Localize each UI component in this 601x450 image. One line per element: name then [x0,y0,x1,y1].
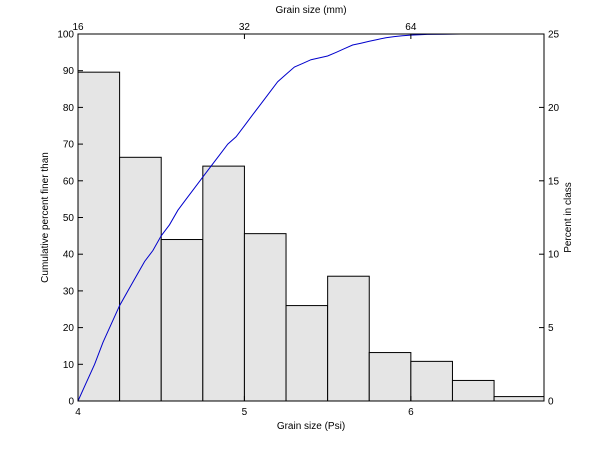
y-right-tick-label: 20 [548,103,560,114]
x-top-tick-label: 16 [72,22,84,33]
histogram-bar [451,379,495,402]
x-axis-bottom-title: Grain size (Psi) [277,421,345,432]
x-bottom-tick-label: 5 [242,407,248,418]
y-left-tick-label: 10 [63,360,75,371]
y-left-tick-label: 0 [68,397,74,408]
histogram-bar [285,305,329,402]
y-left-tick-label: 100 [57,30,74,41]
histogram-bar [368,352,412,402]
y-left-tick-label: 70 [63,140,75,151]
y-left-tick-label: 90 [63,66,75,77]
axis-ticks: 0 10 20 30 40 50 60 70 80 90 100 0 5 10 15 20 25 4 5 6 16 32 6… [57,22,559,418]
y-left-tick-label: 80 [63,103,75,114]
histogram-bar [327,275,370,402]
y-right-tick-label: 10 [548,250,560,261]
x-bottom-tick-label: 4 [75,407,81,418]
y-left-tick-label: 50 [63,213,75,224]
cumulative-curve-layer [77,33,503,402]
histogram-bar [77,71,121,402]
histogram-bar [243,233,287,402]
x-top-tick-label: 32 [239,22,251,33]
histogram-bar [410,360,453,402]
y-right-tick-label: 25 [548,30,560,41]
y-left-tick-label: 60 [63,176,75,187]
y-left-tick-label: 20 [63,323,75,334]
y-right-tick-label: 5 [548,323,554,334]
histogram-bar [160,239,204,402]
y-axis-right-title: Percent in class [563,182,574,253]
histogram-bar [493,396,545,402]
histogram-bar [202,165,245,402]
x-axis-top-title: Grain size (mm) [275,5,346,16]
y-right-tick-label: 0 [548,397,554,408]
y-right-tick-label: 15 [548,176,560,187]
x-top-tick-label: 64 [405,22,417,33]
y-left-tick-label: 40 [63,250,75,261]
histogram-bars [77,71,545,402]
y-left-tick-label: 30 [63,286,75,297]
y-axis-left-title: Cumulative percent finer than [40,152,51,283]
x-bottom-tick-label: 6 [408,407,414,418]
histogram-bar [119,156,162,402]
cumulative-curve [77,33,503,402]
